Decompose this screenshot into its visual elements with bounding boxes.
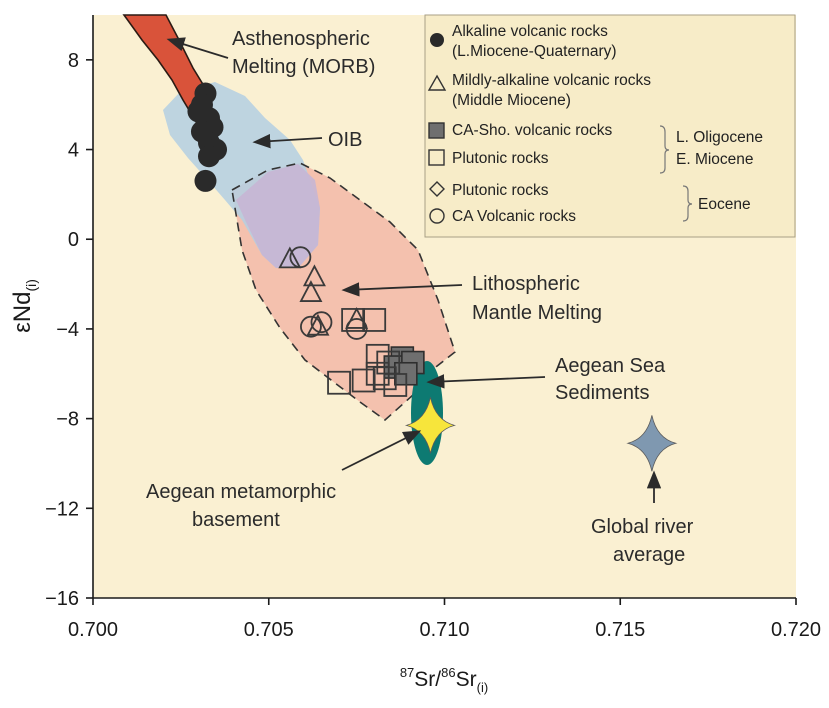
- x-tick-label: 0.710: [419, 619, 469, 641]
- point-open-square: [362, 308, 387, 332]
- x-axis-title-m1: Sr/: [414, 668, 441, 691]
- legend-marker-open-triangle: [427, 74, 447, 91]
- y-tick-label: 8: [68, 50, 79, 72]
- y-axis-ticks: 8 4 0 −4 −8 −12 −16: [45, 50, 93, 610]
- y-axis-title: εNd(i): [9, 279, 39, 333]
- point-open-circle: [300, 315, 322, 338]
- legend-group-eocene: Eocene: [698, 196, 751, 213]
- legend-marker-open-circle: [429, 208, 445, 224]
- legend-entry-3: CA-Sho. volcanic rocks: [452, 122, 612, 139]
- legend-marker-filled-circle: [430, 33, 444, 47]
- label-river-2: average: [613, 544, 685, 566]
- star-marker: [404, 397, 457, 454]
- x-axis-ticks: 0.700 0.705 0.710 0.715 0.720: [68, 598, 821, 641]
- point-filled-circle: [194, 169, 217, 192]
- label-river-1: Global river: [591, 516, 694, 538]
- x-tick-label: 0.705: [244, 619, 294, 641]
- label-litho-2: Mantle Melting: [472, 302, 602, 324]
- label-sediments-1: Aegean Sea: [555, 355, 666, 377]
- legend-marker-open-diamond: [429, 181, 445, 197]
- field-overlap: [236, 164, 320, 268]
- x-axis-title-sup2: 86: [441, 665, 455, 680]
- label-basement-2: basement: [192, 509, 280, 531]
- legend-group-oligocene-2: E. Miocene: [676, 151, 754, 168]
- point-filled-circle: [197, 145, 220, 168]
- annotation-texts: Asthenospheric Melting (MORB) OIB Lithos…: [146, 28, 694, 566]
- label-morb-2: Melting (MORB): [232, 56, 375, 78]
- y-axis-title-main: εNd: [9, 292, 36, 333]
- label-sediments-2: Sediments: [555, 382, 650, 404]
- data-points: [187, 82, 425, 397]
- legend-entry-6: CA Volcanic rocks: [452, 208, 576, 225]
- legend-marker-filled-square: [428, 122, 445, 139]
- legend-brace-oligocene: [659, 125, 670, 174]
- arrow-morb: [166, 37, 229, 59]
- y-tick-label: −16: [45, 588, 79, 610]
- point-open-circle: [310, 311, 333, 334]
- y-tick-label: −4: [56, 319, 79, 341]
- label-litho-1: Lithospheric: [472, 273, 580, 295]
- y-tick-label: −8: [56, 409, 79, 431]
- field-lithospheric-outline: [231, 162, 456, 422]
- x-axis-title: 87Sr/86Sr(i): [400, 665, 488, 695]
- point-open-triangle: [345, 307, 369, 329]
- point-open-square: [341, 308, 366, 332]
- y-tick-label: −12: [45, 498, 79, 520]
- x-axis-title-sub: (i): [477, 680, 489, 695]
- label-morb-1: Asthenospheric: [232, 28, 370, 50]
- label-basement-1: Aegean metamorphic: [146, 481, 336, 503]
- point-open-square: [351, 368, 376, 393]
- arrow-litho: [341, 282, 463, 297]
- legend-entry-2-line1: Mildly-alkaline volcanic rocks: [452, 72, 651, 89]
- arrow-oib: [252, 133, 323, 149]
- legend-marker-open-square: [428, 149, 445, 166]
- legend-entry-4: Plutonic rocks: [452, 150, 549, 167]
- legend-entry-2-line2: (Middle Miocene): [452, 92, 571, 109]
- y-tick-label: 4: [68, 140, 79, 162]
- point-open-triangle: [299, 280, 323, 302]
- point-open-square: [327, 370, 351, 395]
- x-tick-label: 0.715: [595, 619, 645, 641]
- legend-entry-1-line2: (L.Miocene-Quaternary): [452, 43, 617, 60]
- legend-entry-1-line1: Alkaline volcanic rocks: [452, 23, 608, 40]
- x-axis-title-sup1: 87: [400, 665, 414, 680]
- y-axis-title-sub: (i): [23, 279, 39, 291]
- legend-brace-eocene: [682, 185, 693, 222]
- legend: Alkaline volcanic rocks (L.Miocene-Quate…: [424, 14, 796, 238]
- annotation-arrows: [166, 37, 662, 503]
- x-tick-label: 0.720: [771, 619, 821, 641]
- legend-box: [424, 14, 796, 238]
- x-axis-title-m2: Sr: [456, 668, 477, 691]
- point-open-circle: [289, 246, 312, 269]
- arrow-sediments: [426, 374, 546, 389]
- legend-entry-5: Plutonic rocks: [452, 182, 549, 199]
- point-open-square: [383, 373, 408, 397]
- legend-group-oligocene-1: L. Oligocene: [676, 129, 763, 146]
- point-open-triangle: [278, 246, 302, 269]
- x-tick-label: 0.700: [68, 619, 118, 641]
- point-open-triangle: [302, 264, 326, 287]
- arrow-basement: [341, 430, 422, 471]
- label-oib: OIB: [328, 129, 362, 151]
- point-open-circle: [345, 318, 368, 340]
- y-tick-label: 0: [68, 229, 79, 251]
